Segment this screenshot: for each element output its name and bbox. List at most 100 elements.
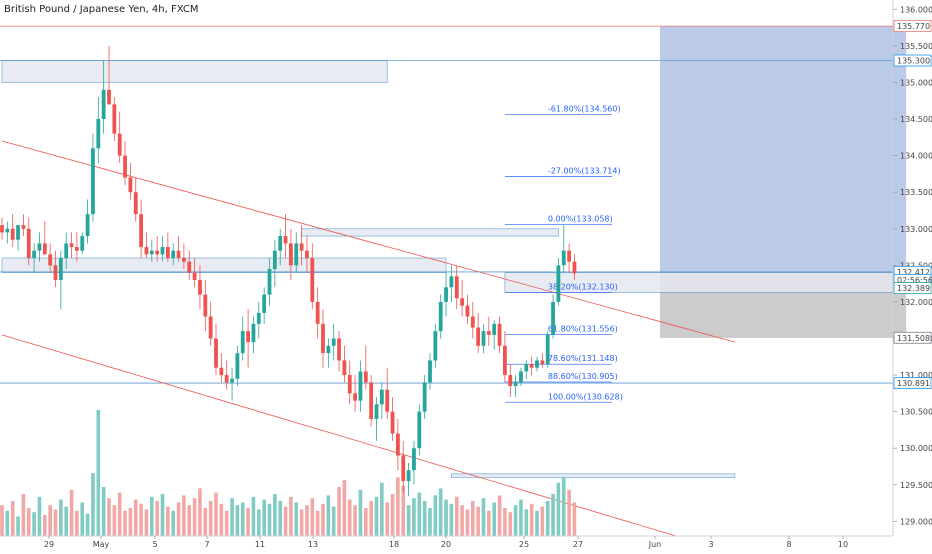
candle-body [10, 228, 15, 240]
candle-body [449, 276, 454, 288]
candle-body [321, 323, 325, 354]
volume-bar [160, 494, 165, 536]
fib-level-label: -27.00%(133.714) [548, 167, 621, 176]
volume-bar [5, 510, 10, 536]
candle-body [545, 334, 550, 365]
volume-bar [144, 509, 149, 536]
volume-bar [406, 505, 411, 536]
zone-resistance [301, 228, 559, 237]
candle-body [246, 331, 250, 343]
candle-body [342, 360, 347, 376]
candle-body [198, 279, 202, 295]
price-tag-label: 135.770 [897, 22, 930, 31]
candle-body [16, 225, 20, 240]
candle-body [112, 104, 117, 134]
volume-bar [278, 501, 282, 536]
volume-bar [331, 506, 336, 536]
volume-bar [540, 506, 545, 536]
candle-body [513, 382, 518, 387]
y-tick-label: 132.000 [900, 298, 932, 307]
volume-bar [556, 482, 561, 536]
candle-body [187, 261, 192, 273]
candle-body [428, 360, 432, 383]
candle-body [235, 353, 240, 379]
volume-bar [91, 473, 95, 536]
y-tick-label: 134.000 [900, 152, 932, 161]
volume-bar [347, 499, 352, 536]
candle-body [519, 371, 523, 383]
volume-bar [251, 496, 256, 536]
candle-body [251, 323, 256, 343]
candle-body [305, 250, 309, 259]
chart-title: British Pound / Japanese Yen, 4h, FXCM [4, 4, 198, 15]
price-tag-box [893, 282, 932, 294]
volume-bar [75, 510, 79, 536]
volume-bar [412, 498, 416, 536]
zone-resistance [1, 257, 447, 274]
x-axis[interactable]: 29 May 5 7 11 13 18 20 25 27 Jun 3 8 10 [0, 535, 893, 549]
candle-body [422, 382, 427, 412]
volume-bar [240, 502, 245, 536]
volume-bar [203, 508, 208, 536]
candle-body [385, 389, 390, 412]
fib-level-label: 100.00%(130.628) [548, 392, 623, 401]
volume-bar [10, 501, 15, 536]
x-tick-label: 10 [838, 540, 848, 549]
volume-bar [438, 488, 443, 536]
position-target-zone [660, 26, 907, 272]
volume-bar [26, 508, 31, 536]
candle-body [401, 455, 406, 482]
volume-bar [433, 495, 438, 536]
volume-bar [321, 503, 325, 536]
candle-body [133, 192, 138, 215]
candle-body [315, 301, 320, 324]
candle-body [283, 236, 288, 244]
volume-bar [32, 512, 36, 536]
volume-bar [80, 502, 85, 536]
candle-body [219, 367, 224, 376]
volume-bar [449, 503, 454, 536]
volume-bar [198, 488, 202, 536]
volume-bar [289, 496, 293, 536]
volume-bar [294, 502, 299, 536]
candle-body [529, 364, 534, 368]
fib-level-label: 61.80%(131.556) [548, 324, 618, 333]
candle-body [540, 360, 545, 365]
zone-resistance [1, 60, 388, 83]
volume-bar [192, 498, 197, 536]
candle-body [256, 312, 261, 324]
volume-bar [481, 498, 486, 536]
candle-body [160, 247, 165, 255]
x-tick-label: 5 [152, 540, 157, 549]
candle-body [262, 294, 267, 313]
candle-body [326, 345, 331, 354]
volume-bar [112, 505, 117, 536]
candle-body [358, 371, 363, 401]
candle-body [337, 338, 341, 361]
candle-body [470, 316, 475, 328]
volume-bar [139, 503, 143, 536]
candle-body [192, 272, 197, 280]
x-tick-label: 20 [441, 540, 451, 549]
candle-body [486, 331, 491, 335]
volume-bar [508, 512, 513, 536]
candle-body [412, 448, 416, 471]
volume-bar [551, 494, 555, 536]
candle-body [144, 247, 149, 255]
volume-bar [176, 502, 181, 536]
candle-body [224, 375, 229, 383]
candle-body [396, 433, 400, 456]
volume-bar [567, 489, 571, 536]
volume-bar [374, 496, 379, 536]
y-tick-label: 132.500 [900, 261, 932, 270]
candle-body [117, 133, 122, 156]
volume-bar [444, 499, 448, 536]
volume-bar [21, 494, 26, 536]
volume-bar [224, 510, 229, 536]
volume-bar [101, 487, 106, 536]
candle-body [556, 265, 561, 302]
candle-body [101, 89, 106, 120]
